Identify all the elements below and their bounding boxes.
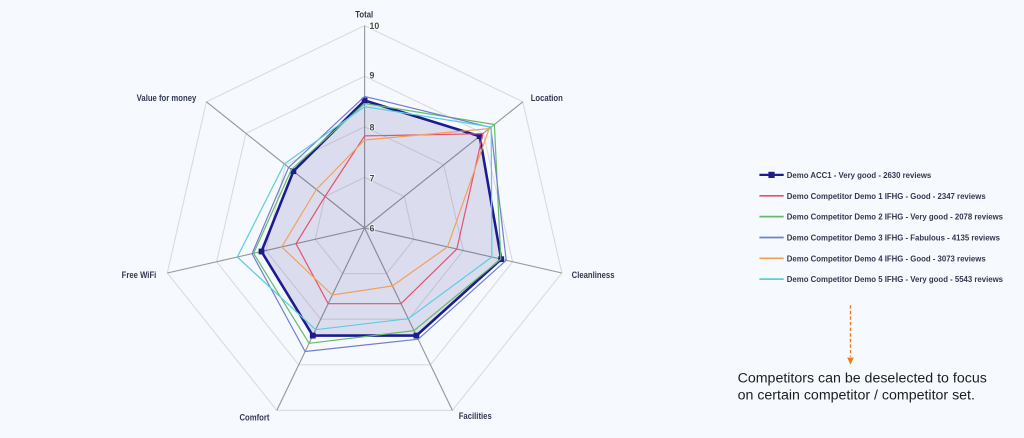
- svg-text:10: 10: [370, 21, 380, 31]
- svg-text:on certain competitor / compet: on certain competitor / competitor set.: [738, 387, 975, 403]
- svg-text:Cleanliness: Cleanliness: [572, 269, 615, 280]
- svg-text:Comfort: Comfort: [239, 412, 269, 423]
- svg-text:Demo Competitor Demo 5 IFHG -: Demo Competitor Demo 5 IFHG - Very good …: [787, 275, 1004, 284]
- svg-text:Value for money: Value for money: [137, 92, 197, 103]
- svg-text:8: 8: [370, 123, 375, 133]
- svg-text:Competitors can be deselected: Competitors can be deselected to focus: [738, 370, 987, 386]
- svg-text:Demo Competitor Demo 3 IFHG -: Demo Competitor Demo 3 IFHG - Fabulous -…: [787, 234, 1001, 243]
- svg-text:Demo Competitor Demo 1 IFHG -: Demo Competitor Demo 1 IFHG - Good - 234…: [787, 192, 987, 201]
- svg-text:Free WiFi: Free WiFi: [122, 269, 157, 280]
- svg-text:Demo Competitor Demo 2 IFHG -: Demo Competitor Demo 2 IFHG - Very good …: [787, 213, 1004, 222]
- svg-text:9: 9: [370, 71, 375, 81]
- svg-text:Demo Competitor Demo 4 IFHG -: Demo Competitor Demo 4 IFHG - Good - 307…: [787, 254, 987, 263]
- svg-text:6: 6: [370, 224, 375, 234]
- svg-text:Location: Location: [531, 93, 563, 104]
- svg-text:7: 7: [370, 173, 375, 183]
- svg-text:Facilities: Facilities: [459, 411, 492, 422]
- svg-text:Total: Total: [355, 9, 373, 20]
- svg-text:Demo ACC1 - Very good - 2630 r: Demo ACC1 - Very good - 2630 reviews: [787, 171, 932, 180]
